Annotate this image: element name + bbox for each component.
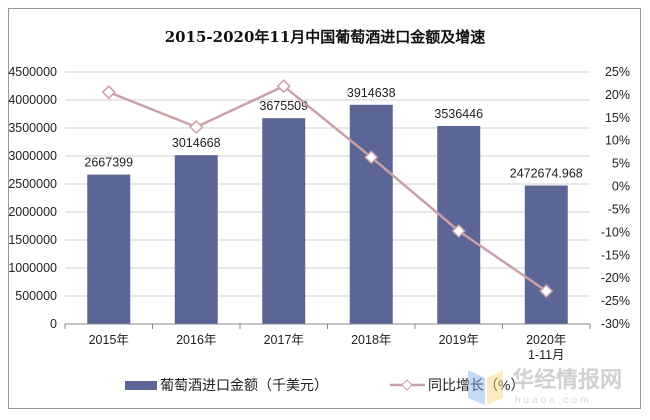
bar [262,118,306,324]
watermark-subtext: huaon.com [515,395,591,406]
y-right-tick-label: -15% [601,248,630,262]
legend-line-label: 同比增长（%） [428,377,524,393]
chart-title: 2015-2020年11月中国葡萄酒进口金额及增速 [165,28,486,46]
watermark: 华经情报网 huaon.com [468,367,622,406]
y-right-tick-label: 0% [612,180,630,194]
x-tick-label: 2020年 [526,333,566,347]
legend-line-marker [401,379,413,391]
bar-data-label: 3914638 [347,86,396,100]
y-right-tick-label: -30% [601,317,630,331]
y-left-tick-label: 1000000 [8,261,57,275]
growth-point [364,150,379,165]
growth-point [189,119,204,135]
bar-data-label: 3675509 [259,99,308,113]
x-tick-label: 2017年 [264,333,304,347]
x-tick-label: 2015年 [89,333,129,347]
growth-point [451,223,466,239]
y-left-tick-label: 4000000 [8,93,57,107]
bar-data-label: 2667399 [84,156,133,170]
x-tick-label: 2018年 [351,333,391,347]
y-right-tick-label: -10% [601,225,630,239]
growth-line [108,84,547,293]
y-right-tick-label: 25% [605,65,630,79]
bar [174,155,218,324]
y-left-tick-label: 3500000 [8,121,57,135]
y-right-tick-label: 15% [605,111,630,125]
y-right-tick-label: -25% [601,294,630,308]
y-left-tick-label: 1500000 [8,233,57,247]
watermark-text: 华经情报网 [512,367,622,392]
x-tick-label: 2016年 [176,333,216,347]
legend-bar-label: 葡萄酒进口金额（千美元） [160,377,328,393]
y-left-tick-label: 0 [50,317,57,331]
y-left-tick-label: 4500000 [8,65,57,79]
y-right-tick-label: 10% [605,134,630,148]
bar-data-label: 3536446 [434,107,483,121]
growth-point [276,79,291,94]
legend-bar-swatch [125,381,157,390]
growth-point [539,283,554,299]
bar [524,185,568,324]
y-right-tick-label: 5% [612,157,630,171]
growth-point [101,85,116,100]
y-left-tick-label: 500000 [15,289,57,303]
x-tick-label: 2019年 [439,333,479,347]
y-left-tick-label: 2000000 [8,205,57,219]
y-right-tick-label: 20% [605,88,630,102]
bar [87,174,131,324]
y-right-tick-label: -20% [601,271,630,285]
y-right-tick-label: -5% [608,202,630,216]
y-left-tick-label: 3000000 [8,149,57,163]
bar-data-label: 2472674.968 [510,167,583,181]
x-tick-label: 1-11月 [528,348,565,362]
y-left-tick-label: 2500000 [8,177,57,191]
bar-data-label: 3014668 [172,136,221,150]
bar [349,104,393,324]
